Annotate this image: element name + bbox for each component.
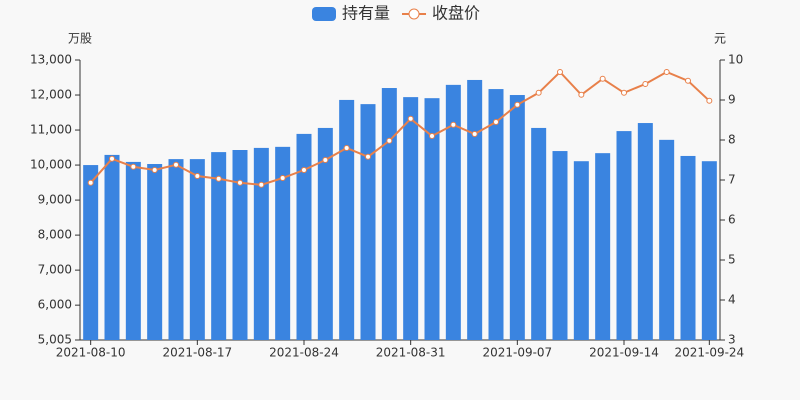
y-tick-label: 6,000 (38, 298, 72, 312)
y2-tick-label: 9 (728, 93, 736, 107)
legend-label: 持有量 (342, 4, 390, 23)
price-point (493, 119, 499, 125)
bar (296, 133, 312, 340)
x-tick-label: 2021-09-24 (674, 346, 744, 360)
x-tick-label: 2021-08-17 (162, 346, 232, 360)
y2-tick-label: 5 (728, 253, 736, 267)
legend-swatch (312, 7, 336, 21)
price-point (194, 173, 201, 179)
y2-tick-label: 4 (728, 293, 736, 307)
price-point (386, 137, 393, 144)
bar (339, 99, 355, 340)
bar (488, 89, 504, 340)
x-tick-label: 2021-09-14 (589, 346, 659, 360)
bar (616, 131, 632, 340)
legend-label: 收盘价 (432, 4, 480, 23)
bar (531, 127, 547, 340)
price-point (599, 75, 606, 82)
y2-tick-label: 7 (728, 173, 736, 187)
x-tick-label: 2021-08-24 (269, 346, 339, 360)
bar (701, 161, 717, 340)
price-point (706, 97, 713, 104)
legend: 持有量 收盘价 (312, 4, 480, 23)
bar (275, 146, 291, 340)
bar (595, 153, 611, 340)
bar (317, 127, 333, 340)
price-point (685, 77, 691, 84)
bar (189, 159, 205, 340)
right-unit: 元 (714, 32, 726, 46)
price-point (407, 115, 414, 122)
bar (168, 159, 184, 340)
y-tick-label: 8,000 (38, 228, 72, 242)
price-point (429, 133, 435, 139)
price-point (621, 89, 627, 96)
price-point (87, 179, 94, 186)
bar (509, 95, 525, 341)
bar (232, 150, 248, 340)
y-tick-label: 10,000 (30, 158, 72, 172)
price-point (279, 175, 286, 181)
x-tick-label: 2021-08-31 (376, 346, 446, 360)
bar (552, 151, 568, 340)
y2-tick-label: 8 (728, 133, 736, 147)
price-point (301, 167, 307, 173)
price-point (237, 179, 243, 186)
price-point (557, 69, 563, 75)
bar (424, 98, 440, 340)
price-point (365, 153, 371, 160)
bar (403, 97, 419, 340)
price-point (578, 91, 585, 98)
bar (83, 165, 99, 340)
x-tick-label: 2021-08-10 (56, 346, 126, 360)
y2-tick-label: 3 (728, 333, 736, 347)
y2-tick-label: 6 (728, 213, 736, 227)
y-tick-label: 12,000 (30, 88, 72, 102)
price-point (343, 145, 350, 151)
bar (637, 123, 653, 340)
price-point (663, 69, 670, 75)
bar (467, 79, 483, 341)
price-point (130, 163, 137, 170)
price-point (514, 101, 521, 108)
bar (211, 152, 227, 340)
legend-swatch (408, 8, 420, 20)
bar (680, 155, 696, 340)
price-point (450, 121, 457, 128)
bar (445, 84, 461, 340)
price-point (215, 175, 222, 182)
y2-tick-label: 10 (728, 53, 743, 67)
bar (381, 88, 397, 340)
price-point (535, 89, 542, 96)
price-point (173, 161, 179, 168)
y-tick-label: 13,000 (30, 53, 72, 67)
bar (659, 139, 675, 340)
bar (573, 161, 589, 340)
price-point (109, 155, 115, 162)
left-unit: 万股 (68, 32, 92, 46)
price-line (89, 70, 711, 186)
bar (253, 147, 269, 340)
y-tick-label: 5,005 (38, 333, 72, 347)
bar (125, 161, 141, 340)
price-point (471, 131, 478, 137)
price-point (258, 181, 265, 188)
bar (104, 154, 120, 340)
y-tick-label: 7,000 (38, 263, 72, 277)
bar (360, 104, 376, 340)
y-tick-label: 11,000 (30, 123, 72, 137)
price-point (322, 157, 329, 163)
y-tick-label: 9,000 (38, 193, 72, 207)
price-point (151, 167, 158, 173)
x-tick-label: 2021-09-07 (482, 346, 552, 360)
price-point (642, 81, 649, 87)
bar (147, 164, 163, 340)
